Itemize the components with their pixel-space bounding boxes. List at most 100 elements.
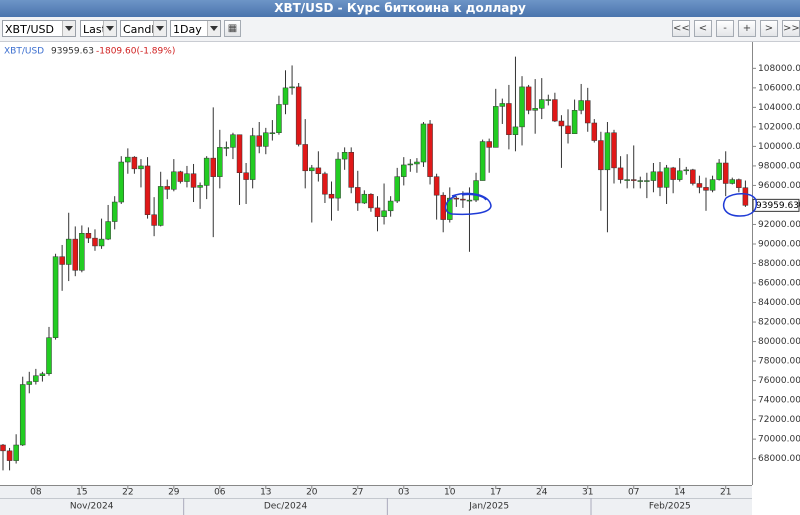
candle-body bbox=[690, 169, 696, 184]
last-price-label: 93959.63 bbox=[756, 201, 799, 211]
y-tick-label: 74000.00 bbox=[758, 396, 800, 406]
x-tick-label: 13 bbox=[260, 488, 271, 498]
candle-body bbox=[85, 233, 92, 239]
candle-body bbox=[670, 167, 676, 180]
y-tick-label: 84000.00 bbox=[758, 298, 800, 308]
candle-body bbox=[0, 444, 6, 452]
y-tick-label: 104000.00 bbox=[758, 103, 800, 113]
y-tick-label: 106000.00 bbox=[758, 83, 800, 93]
y-tick-label: 86000.00 bbox=[758, 279, 800, 289]
x-tick-label: 27 bbox=[352, 488, 363, 498]
candle-body bbox=[617, 167, 624, 180]
select-text: XBT/USD bbox=[5, 23, 55, 36]
candle-body bbox=[493, 106, 499, 148]
y-tick-label: 92000.00 bbox=[758, 220, 800, 230]
candle-body bbox=[335, 158, 341, 199]
candle-body bbox=[742, 187, 749, 206]
table-icon-button[interactable]: ▦ bbox=[224, 20, 241, 37]
plot-area bbox=[0, 42, 752, 485]
candle-body bbox=[256, 135, 262, 147]
candle-body bbox=[282, 87, 289, 105]
dropdown-arrow bbox=[103, 21, 116, 36]
candle-body bbox=[269, 132, 276, 134]
select-text: Candle bbox=[123, 23, 162, 36]
y-tick-label: 102000.00 bbox=[758, 122, 800, 132]
candle-body bbox=[460, 198, 466, 201]
x-tick-label: 17 bbox=[490, 488, 501, 498]
candle-body bbox=[46, 337, 52, 375]
x-tick-label: 31 bbox=[582, 488, 593, 498]
nav-button[interactable]: < bbox=[694, 20, 712, 37]
candle-body bbox=[709, 179, 716, 191]
candle-body bbox=[466, 199, 473, 202]
legend-last: 93959.63 bbox=[51, 47, 94, 57]
candle-body bbox=[624, 179, 630, 181]
x-tick-label: 15 bbox=[76, 488, 87, 498]
x-tick-label: 22 bbox=[122, 488, 133, 498]
candle-body bbox=[696, 183, 703, 188]
candle-body bbox=[138, 165, 144, 170]
symbol-select[interactable]: XBT/USD bbox=[2, 20, 76, 37]
candle-body bbox=[177, 171, 184, 182]
candle-body bbox=[591, 122, 598, 141]
candle-body bbox=[236, 134, 243, 174]
candle-body bbox=[650, 171, 657, 181]
x-tick-label: 10 bbox=[444, 488, 456, 498]
x-tick-label: 24 bbox=[536, 488, 548, 498]
chart-type-select[interactable]: Candle bbox=[120, 20, 167, 37]
candle-body bbox=[26, 381, 33, 385]
candle-body bbox=[230, 134, 236, 148]
candle-body bbox=[578, 100, 584, 111]
x-tick-label: 29 bbox=[168, 488, 180, 498]
candle-body bbox=[171, 171, 177, 190]
candle-body bbox=[473, 180, 479, 201]
candle-body bbox=[341, 152, 348, 160]
candle-body bbox=[401, 164, 407, 177]
candle-body bbox=[295, 86, 302, 145]
candle-body bbox=[604, 132, 611, 171]
candle-body bbox=[184, 173, 190, 182]
candle-body bbox=[52, 256, 59, 338]
candle-body bbox=[506, 103, 512, 135]
candle-body bbox=[538, 99, 545, 109]
candle-body bbox=[348, 152, 354, 188]
candle-body bbox=[440, 194, 446, 220]
candle-body bbox=[328, 193, 335, 199]
candle-body bbox=[13, 444, 19, 461]
y-tick-label: 72000.00 bbox=[758, 415, 800, 425]
candle-body bbox=[59, 256, 65, 265]
nav-button[interactable]: > bbox=[760, 20, 778, 37]
price-select[interactable]: Last bbox=[80, 20, 117, 37]
x-tick-label: 06 bbox=[214, 488, 226, 498]
candle-body bbox=[387, 200, 394, 212]
candle-body bbox=[683, 169, 690, 172]
candle-body bbox=[223, 147, 230, 149]
nav-button[interactable]: << bbox=[672, 20, 690, 37]
y-tick-label: 82000.00 bbox=[758, 318, 800, 328]
candle-body bbox=[716, 162, 722, 180]
nav-button[interactable]: + bbox=[738, 20, 756, 37]
candle-body bbox=[486, 141, 492, 148]
candle-body bbox=[552, 99, 558, 122]
nav-button[interactable]: - bbox=[716, 20, 734, 37]
interval-select[interactable]: 1Day bbox=[170, 20, 221, 37]
candle-body bbox=[545, 99, 552, 101]
candle-body bbox=[394, 176, 400, 202]
x-tick-label: 21 bbox=[720, 488, 731, 498]
y-tick-label: 90000.00 bbox=[758, 239, 800, 249]
candle-body bbox=[39, 373, 46, 376]
month-label: Jan/2025 bbox=[468, 502, 509, 512]
candle-body bbox=[98, 238, 105, 247]
candle-body bbox=[210, 157, 216, 177]
candle-body bbox=[565, 125, 571, 134]
candle-body bbox=[322, 173, 328, 195]
x-tick-label: 08 bbox=[30, 488, 42, 498]
candle-body bbox=[525, 86, 532, 111]
candle-body bbox=[65, 238, 72, 265]
candle-body bbox=[276, 104, 282, 133]
candle-body bbox=[420, 123, 427, 163]
candle-body bbox=[164, 186, 170, 190]
candle-body bbox=[79, 233, 85, 271]
